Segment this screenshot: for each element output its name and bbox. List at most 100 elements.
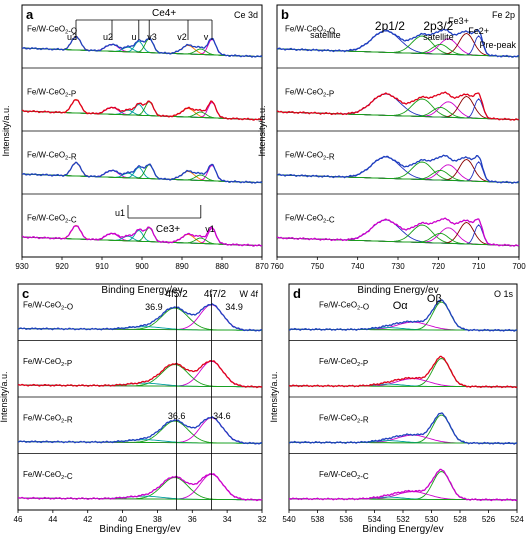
x-tick-label: 524: [510, 515, 524, 524]
peak-label: v3: [147, 32, 157, 42]
x-tick-label: 38: [153, 515, 162, 524]
fit-component: [22, 161, 263, 184]
sample-label: Fe/W-CeO2-C: [27, 213, 77, 224]
annotation-label: satellite: [423, 32, 454, 42]
annotation-label: Pre-peak: [479, 40, 516, 50]
sample-label: Fe/W-CeO2-R: [23, 414, 73, 425]
x-tick-label: 920: [55, 262, 69, 271]
sample-label: Fe/W-CeO2-C: [23, 470, 73, 481]
x-axis-title: Binding Energy/ev: [99, 524, 180, 535]
annotation-label: 34.9: [225, 302, 243, 312]
x-tick-label: 710: [472, 262, 486, 271]
annotation-label: 34.6: [213, 411, 231, 421]
annotation-label: 36.9: [145, 302, 163, 312]
peak-label: u1: [115, 208, 125, 218]
spectrum-line: [289, 468, 518, 502]
sample-label: Fe/W-CeO2-P: [285, 87, 334, 98]
panel-corner-label: Ce 3d: [234, 10, 258, 20]
x-tick-label: 730: [391, 262, 405, 271]
panel-c: Fe/W-CeO2-O Fe/W-CeO2-P Fe/W-CeO2-R Fe/W-Ce…: [0, 283, 267, 535]
spectrum-line: [288, 355, 518, 389]
peak-label: u2: [103, 32, 113, 42]
panel-b: Fe/W-CeO2-O Fe/W-CeO2-P Fe/W-CeO2-R Fe/W-Ce…: [257, 4, 526, 296]
fit-component: [22, 35, 263, 58]
fit-component: [22, 224, 263, 247]
x-tick-label: 42: [83, 515, 92, 524]
y-axis-title: Intensity/a.u.: [1, 105, 11, 156]
sample-label: Fe/W-CeO2-C: [285, 213, 335, 224]
panel-letter: d: [293, 286, 301, 301]
panel-corner-label: O 1s: [494, 289, 514, 299]
sample-label: Fe/W-CeO2-O: [27, 24, 77, 35]
peak-label: u: [131, 32, 136, 42]
x-axis-title: Binding Energy/ev: [362, 524, 443, 535]
x-tick-label: 750: [311, 262, 325, 271]
spectrum-line: [21, 225, 263, 247]
annotation-label: 2p1/2: [375, 19, 405, 33]
sample-label: Fe/W-CeO2-O: [319, 301, 369, 312]
x-tick-label: 880: [215, 262, 229, 271]
x-tick-label: 930: [15, 262, 29, 271]
x-tick-label: 526: [482, 515, 496, 524]
sample-label: Fe/W-CeO2-O: [285, 24, 335, 35]
x-tick-label: 900: [135, 262, 149, 271]
x-tick-label: 40: [118, 515, 127, 524]
x-tick-label: 760: [270, 262, 284, 271]
x-tick-label: 530: [425, 515, 439, 524]
sample-label: Fe/W-CeO2-P: [27, 87, 76, 98]
panel-corner-label: Fe 2p: [492, 10, 515, 20]
panel-letter: a: [26, 7, 34, 22]
x-tick-label: 720: [432, 262, 446, 271]
spectrum-line: [18, 303, 263, 332]
annotation-label: 36.6: [168, 411, 186, 421]
y-axis-title: Intensity/a.u.: [257, 105, 267, 156]
peak-label: v1: [205, 224, 215, 234]
sample-label: Fe/W-CeO2-O: [23, 301, 73, 312]
x-tick-label: 538: [311, 515, 325, 524]
x-axis-title: Binding Energy/ev: [101, 285, 182, 296]
x-tick-label: 700: [512, 262, 526, 271]
peak-label: v: [204, 32, 209, 42]
peak-label: v2: [177, 32, 187, 42]
sample-label: Fe/W-CeO2-R: [319, 414, 369, 425]
x-tick-label: 44: [48, 515, 57, 524]
sample-label: Fe/W-CeO2-R: [285, 150, 335, 161]
fit-component: [22, 169, 263, 184]
fit-component: [22, 43, 263, 58]
panel-corner-label: W 4f: [239, 289, 258, 299]
spectrum-line: [288, 412, 518, 445]
annotation-label: 4f7/2: [204, 289, 227, 300]
spectrum-line: [17, 360, 263, 389]
spectrum-line: [276, 154, 520, 184]
x-tick-label: 36: [188, 515, 197, 524]
annotation-label: Fe3+: [448, 16, 469, 26]
spectrum-line: [276, 91, 520, 121]
annotation-label: Oβ: [427, 293, 442, 305]
sample-label: Fe/W-CeO2-C: [319, 470, 369, 481]
panel-letter: b: [281, 7, 289, 22]
spectrum-line: [277, 217, 520, 247]
x-tick-label: 46: [14, 515, 23, 524]
ce3-label: Ce3+: [156, 224, 180, 235]
spectrum-line: [22, 99, 263, 121]
sample-label: Fe/W-CeO2-R: [27, 150, 77, 161]
x-tick-label: 890: [175, 262, 189, 271]
x-tick-label: 536: [339, 515, 353, 524]
annotation-label: satellite: [310, 30, 341, 40]
peak-label: u3: [67, 32, 77, 42]
panel-d: Fe/W-CeO2-O Fe/W-CeO2-P Fe/W-CeO2-R Fe/W-Ce…: [269, 283, 524, 535]
annotation-label: 4f5/2: [165, 289, 188, 300]
x-tick-label: 528: [453, 515, 467, 524]
x-tick-label: 34: [223, 515, 232, 524]
spectrum-line: [17, 472, 263, 502]
annotation-label: 2p3/2: [423, 19, 453, 33]
y-axis-title: Intensity/a.u.: [269, 371, 279, 422]
x-tick-label: 870: [255, 262, 269, 271]
sample-label: Fe/W-CeO2-P: [23, 357, 72, 368]
x-tick-label: 532: [396, 515, 410, 524]
ce4-label: Ce4+: [152, 8, 176, 19]
x-tick-label: 534: [368, 515, 382, 524]
sample-label: Fe/W-CeO2-P: [319, 357, 368, 368]
annotation-label: Oα: [393, 300, 409, 312]
spectrum-line: [288, 299, 518, 332]
